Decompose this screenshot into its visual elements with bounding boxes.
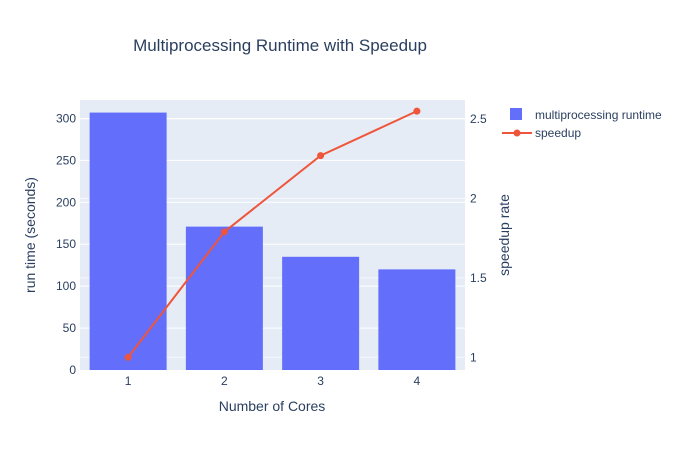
- y2-tick-label: 1.5: [470, 271, 487, 285]
- legend-label-speedup: speedup: [535, 126, 581, 140]
- legend[interactable]: multiprocessing runtime speedup: [502, 108, 662, 140]
- x-tick-label: 1: [125, 374, 132, 388]
- speedup-line[interactable]: [127, 110, 418, 358]
- bar-runtime-2[interactable]: [185, 226, 263, 370]
- y-tick-label: 100: [56, 279, 76, 293]
- speedup-point-4[interactable]: [413, 107, 421, 115]
- x-tick-label: 2: [221, 374, 228, 388]
- legend-item-runtime[interactable]: multiprocessing runtime: [510, 108, 662, 122]
- x-tick-label: 4: [414, 374, 421, 388]
- bar-runtime-3[interactable]: [282, 256, 360, 370]
- y2-tick-label: 2.5: [470, 112, 487, 126]
- speedup-point-2[interactable]: [220, 228, 228, 236]
- y-tick-label: 150: [56, 237, 76, 251]
- legend-label-runtime: multiprocessing runtime: [535, 108, 662, 122]
- chart-title: Multiprocessing Runtime with Speedup: [133, 36, 427, 55]
- bar-runtime-1[interactable]: [89, 112, 167, 370]
- legend-item-speedup[interactable]: speedup: [502, 126, 581, 140]
- y2-axis-title: speedup rate: [496, 194, 512, 276]
- speedup-point-3[interactable]: [317, 152, 325, 160]
- y-tick-label: 0: [69, 363, 76, 377]
- legend-swatch-runtime: [510, 108, 522, 120]
- y-axis-title: run time (seconds): [22, 177, 38, 293]
- y-tick-label: 200: [56, 195, 76, 209]
- y2-tick-label: 2: [470, 191, 477, 205]
- y2-tick-label: 1: [470, 350, 477, 364]
- legend-marker-speedup: [513, 129, 521, 137]
- bar-runtime-4[interactable]: [378, 269, 456, 370]
- y-tick-label: 300: [56, 111, 76, 125]
- x-axis-title: Number of Cores: [219, 398, 326, 414]
- x-tick-label: 3: [317, 374, 324, 388]
- y-tick-label: 250: [56, 153, 76, 167]
- speedup-point-1[interactable]: [124, 353, 132, 361]
- y-tick-label: 50: [63, 321, 77, 335]
